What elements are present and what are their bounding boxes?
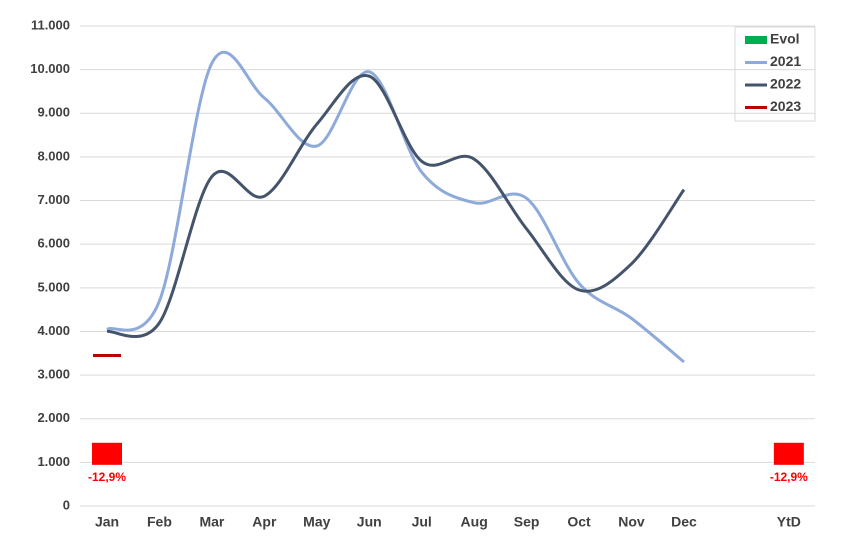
y-tick-label: 7.000 [37,192,70,207]
legend-label: Evol [770,31,800,47]
x-tick-label: Sep [514,514,540,530]
y-tick-label: 1.000 [37,454,70,469]
y-tick-label: 4.000 [37,323,70,338]
x-tick-label: Nov [618,514,645,530]
bar [92,442,122,465]
x-tick-label: Aug [461,514,488,530]
x-tick-label: Apr [252,514,277,530]
legend-label: 2022 [770,76,801,92]
line-series [106,73,686,339]
y-tick-label: 10.000 [30,61,70,76]
x-tick-label: Feb [147,514,172,530]
line-series [106,51,685,364]
x-tick-label: Mar [199,514,224,530]
y-tick-label: 6.000 [37,236,70,251]
x-tick-label: Jun [357,514,382,530]
legend-label: 2023 [770,98,801,114]
data-label: -12,9% [770,470,808,484]
y-tick-label: 3.000 [37,367,70,382]
x-tick-label: Jan [95,514,119,530]
x-tick-label: Oct [567,514,591,530]
data-label: -12,9% [88,470,126,484]
y-tick-label: 11.000 [31,17,70,32]
y-tick-label: 0 [63,497,70,512]
x-tick-label: YtD [777,514,801,530]
x-tick-label: Jul [412,514,432,530]
y-tick-label: 5.000 [37,279,70,294]
x-tick-label: May [303,514,330,530]
bar [773,442,804,465]
legend-label: 2021 [770,53,801,69]
legend-swatch [745,36,767,44]
y-tick-label: 9.000 [37,105,70,120]
y-tick-label: 8.000 [37,148,70,163]
x-tick-label: Dec [671,514,697,530]
y-tick-label: 2.000 [37,410,70,425]
